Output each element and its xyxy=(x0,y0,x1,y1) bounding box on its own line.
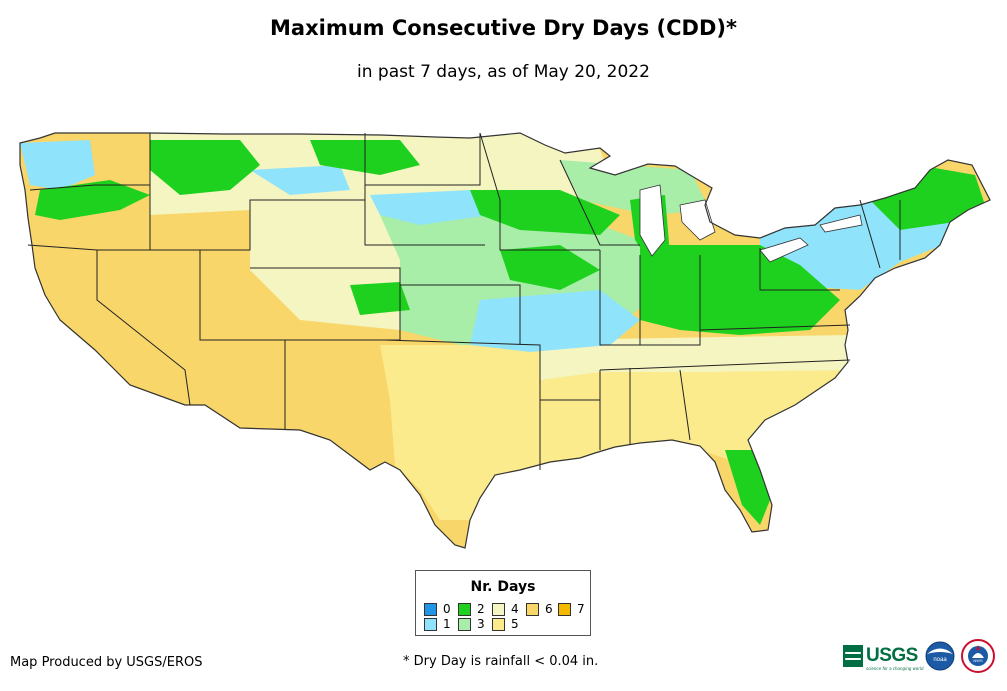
zone-4-south xyxy=(540,335,850,380)
legend-label: 2 xyxy=(477,602,485,616)
usgs-logo: USGS science for a changing world xyxy=(843,642,924,671)
zone-1-south-central xyxy=(470,290,640,352)
border-wa-or xyxy=(29,184,150,191)
border-ms-al-ga xyxy=(599,368,691,450)
legend-label: 0 xyxy=(443,602,451,616)
lake-ontario xyxy=(819,214,863,233)
legend-swatch xyxy=(492,602,505,616)
legend-item-7: 7 xyxy=(558,602,585,616)
legend-item-0: 0 xyxy=(424,602,451,616)
usgs-tagline: science for a changing world xyxy=(866,666,924,671)
border-ky-va xyxy=(699,324,851,331)
noaa-logo-text: noaa xyxy=(933,657,947,663)
map-credit: Map Produced by USGS/EROS xyxy=(10,655,203,670)
zone-2-florida xyxy=(725,450,770,525)
zone-2-upper-midwest xyxy=(470,190,620,235)
legend-item-4: 4 xyxy=(492,602,519,616)
usgs-logo-text: USGS xyxy=(866,645,918,666)
legend-swatch xyxy=(458,617,471,631)
legend-item-1: 1 xyxy=(424,617,451,631)
legend-label: 4 xyxy=(511,602,519,616)
state-boundaries xyxy=(27,132,901,470)
dry-day-footnote: * Dry Day is rainfall < 0.04 in. xyxy=(403,654,599,669)
legend-label: 7 xyxy=(577,602,585,616)
nws-logo: NWS xyxy=(961,639,995,673)
border-il-in-oh xyxy=(639,255,701,346)
border-ks xyxy=(400,284,521,345)
border-mo xyxy=(599,250,640,346)
border-ca-nv xyxy=(96,250,191,406)
border-or-ca xyxy=(27,244,200,251)
legend-label: 6 xyxy=(545,602,553,616)
us-outline xyxy=(19,132,991,549)
border-co-ut xyxy=(250,267,401,341)
dry-days-raster xyxy=(20,133,990,548)
border-dakotas xyxy=(365,133,481,186)
zone-1-montana xyxy=(250,165,350,195)
legend-swatch xyxy=(526,602,539,616)
legend-label: 1 xyxy=(443,617,451,631)
legend-swatch xyxy=(424,617,437,631)
lake-erie xyxy=(759,237,809,263)
legend-swatch xyxy=(424,602,437,616)
zone-1-dakota xyxy=(370,190,490,225)
legend-item-5: 5 xyxy=(492,617,519,631)
legend-swatch xyxy=(458,602,471,616)
border-tn-nc xyxy=(599,359,851,371)
border-wy-ne xyxy=(364,200,485,246)
legend-item-6: 6 xyxy=(526,602,553,616)
legend-title: Nr. Days xyxy=(470,579,536,595)
legend-label: 5 xyxy=(511,617,519,631)
legend-swatch xyxy=(558,602,571,616)
map-subtitle: in past 7 days, as of May 20, 2022 xyxy=(357,62,650,82)
zone-2-northern-rockies xyxy=(150,140,260,195)
lake-michigan xyxy=(639,184,666,257)
legend-item-2: 2 xyxy=(458,602,485,616)
great-lakes xyxy=(639,184,863,263)
usgs-wave-icon xyxy=(843,645,863,667)
noaa-logo: noaa xyxy=(925,641,955,671)
zone-3-north xyxy=(560,160,710,215)
map-title: Maximum Consecutive Dry Days (CDD)* xyxy=(270,16,737,40)
border-pa xyxy=(759,248,840,291)
zone-2-kansas-patch xyxy=(350,282,410,315)
legend: Nr. Days 0 2 4 6 7 1 3 5 xyxy=(415,570,591,636)
border-ny-vt xyxy=(859,199,901,269)
legend-swatch xyxy=(492,617,505,631)
zone-2-pacific-nw xyxy=(35,180,150,220)
zone-2-ohio-valley xyxy=(640,245,840,335)
border-wi xyxy=(559,159,640,246)
nws-logo-text: NWS xyxy=(973,658,983,663)
zone-1-nw xyxy=(20,140,95,190)
legend-label: 3 xyxy=(477,617,485,631)
border-id-wy-mt xyxy=(200,133,366,251)
border-mn-ia xyxy=(479,132,600,251)
legend-item-3: 3 xyxy=(458,617,485,631)
border-ok-tx xyxy=(384,339,600,401)
zone-2-iowa-patch xyxy=(500,245,600,290)
border-ca-nv-az xyxy=(149,133,286,430)
zone-2-new-england xyxy=(870,168,985,230)
